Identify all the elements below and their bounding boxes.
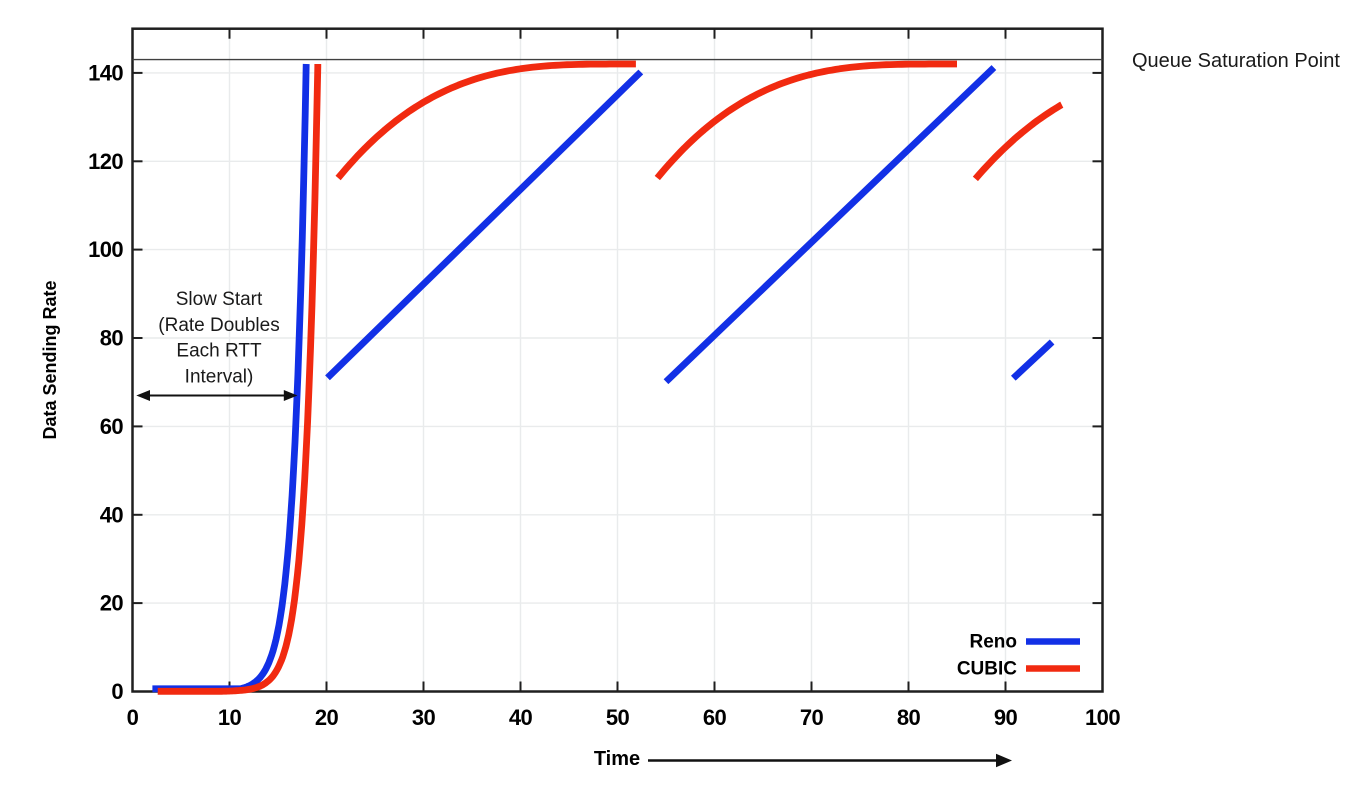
svg-text:0: 0 xyxy=(111,679,123,704)
svg-text:Data Sending Rate: Data Sending Rate xyxy=(40,280,60,439)
svg-text:100: 100 xyxy=(1085,705,1120,730)
svg-text:100: 100 xyxy=(88,237,123,262)
svg-text:20: 20 xyxy=(315,705,339,730)
svg-text:Slow Start: Slow Start xyxy=(176,289,263,310)
svg-text:Time: Time xyxy=(594,748,640,770)
svg-text:50: 50 xyxy=(606,705,630,730)
svg-text:30: 30 xyxy=(412,705,436,730)
svg-text:0: 0 xyxy=(127,705,139,730)
svg-text:40: 40 xyxy=(509,705,533,730)
svg-text:Reno: Reno xyxy=(970,632,1018,653)
svg-text:Each RTT: Each RTT xyxy=(176,341,262,362)
svg-text:(Rate Doubles: (Rate Doubles xyxy=(158,315,279,336)
svg-text:Queue Saturation Point: Queue Saturation Point xyxy=(1132,50,1340,72)
svg-text:60: 60 xyxy=(703,705,727,730)
svg-text:140: 140 xyxy=(88,60,123,85)
svg-text:120: 120 xyxy=(88,149,123,174)
svg-text:40: 40 xyxy=(100,502,124,527)
svg-text:60: 60 xyxy=(100,414,124,439)
svg-text:90: 90 xyxy=(994,705,1018,730)
svg-text:80: 80 xyxy=(897,705,921,730)
svg-text:20: 20 xyxy=(100,591,124,616)
svg-text:10: 10 xyxy=(218,705,242,730)
svg-text:70: 70 xyxy=(800,705,824,730)
svg-text:80: 80 xyxy=(100,326,124,351)
svg-text:Interval): Interval) xyxy=(185,366,254,387)
svg-text:CUBIC: CUBIC xyxy=(957,659,1017,680)
